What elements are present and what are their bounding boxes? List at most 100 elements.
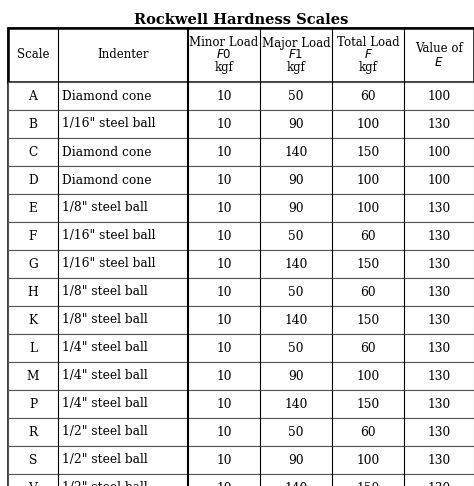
Text: 10: 10	[216, 229, 232, 243]
Text: 10: 10	[216, 398, 232, 411]
Text: 130: 130	[428, 342, 451, 354]
Bar	[8, 166, 474, 194]
Text: 60: 60	[360, 426, 376, 438]
Text: 90: 90	[288, 202, 304, 214]
Bar	[8, 306, 474, 334]
Text: 10: 10	[216, 342, 232, 354]
Text: 10: 10	[216, 202, 232, 214]
Text: 10: 10	[216, 145, 232, 158]
Bar	[8, 194, 474, 222]
Text: 130: 130	[428, 369, 451, 382]
Text: L: L	[29, 342, 37, 354]
Text: 130: 130	[428, 398, 451, 411]
Text: $F$: $F$	[364, 49, 373, 62]
Text: Major Load: Major Load	[262, 36, 330, 50]
Text: 1/16" steel ball: 1/16" steel ball	[62, 258, 155, 271]
Text: E: E	[28, 202, 37, 214]
Text: 140: 140	[284, 313, 308, 327]
Bar	[8, 446, 474, 474]
Text: 60: 60	[360, 89, 376, 103]
Text: 150: 150	[356, 145, 380, 158]
Text: 1/4" steel ball: 1/4" steel ball	[62, 342, 148, 354]
Text: 140: 140	[284, 398, 308, 411]
Text: 130: 130	[428, 426, 451, 438]
Text: 150: 150	[356, 313, 380, 327]
Text: F: F	[29, 229, 37, 243]
Bar	[8, 278, 474, 306]
Text: 1/4" steel ball: 1/4" steel ball	[62, 369, 148, 382]
Text: 100: 100	[356, 118, 380, 131]
Text: G: G	[28, 258, 38, 271]
Text: 10: 10	[216, 285, 232, 298]
Text: $F0$: $F0$	[216, 49, 232, 62]
Text: 100: 100	[428, 145, 451, 158]
Text: 90: 90	[288, 369, 304, 382]
Text: 10: 10	[216, 313, 232, 327]
Text: kgf: kgf	[358, 60, 377, 73]
Text: 100: 100	[428, 174, 451, 187]
Text: 10: 10	[216, 89, 232, 103]
Text: 50: 50	[288, 229, 304, 243]
Text: 150: 150	[356, 482, 380, 486]
Bar	[8, 334, 474, 362]
Text: 130: 130	[428, 313, 451, 327]
Text: 140: 140	[284, 145, 308, 158]
Text: 50: 50	[288, 426, 304, 438]
Text: P: P	[29, 398, 37, 411]
Text: 100: 100	[356, 174, 380, 187]
Text: K: K	[28, 313, 37, 327]
Text: 100: 100	[356, 453, 380, 467]
Text: 50: 50	[288, 285, 304, 298]
Text: 90: 90	[288, 453, 304, 467]
Text: 10: 10	[216, 369, 232, 382]
Text: 150: 150	[356, 258, 380, 271]
Text: D: D	[28, 174, 38, 187]
Text: V: V	[28, 482, 37, 486]
Text: 130: 130	[428, 118, 451, 131]
Text: S: S	[29, 453, 37, 467]
Text: 1/8" steel ball: 1/8" steel ball	[62, 285, 148, 298]
Text: $F1$: $F1$	[289, 49, 303, 62]
Text: Rockwell Hardness Scales: Rockwell Hardness Scales	[134, 13, 348, 27]
Text: 1/8" steel ball: 1/8" steel ball	[62, 313, 148, 327]
Text: 1/16" steel ball: 1/16" steel ball	[62, 229, 155, 243]
Text: 50: 50	[288, 342, 304, 354]
Text: 10: 10	[216, 174, 232, 187]
Bar	[8, 250, 474, 278]
Text: 10: 10	[216, 482, 232, 486]
Text: H: H	[27, 285, 38, 298]
Text: Diamond cone: Diamond cone	[62, 145, 152, 158]
Text: 50: 50	[288, 89, 304, 103]
Text: A: A	[28, 89, 37, 103]
Text: kgf: kgf	[215, 60, 233, 73]
Bar	[8, 82, 474, 110]
Text: 130: 130	[428, 229, 451, 243]
Bar	[8, 110, 474, 138]
Text: 130: 130	[428, 258, 451, 271]
Text: 1/2" steel ball: 1/2" steel ball	[62, 426, 148, 438]
Text: 10: 10	[216, 453, 232, 467]
Text: 130: 130	[428, 285, 451, 298]
Text: R: R	[28, 426, 37, 438]
Text: 1/4" steel ball: 1/4" steel ball	[62, 398, 148, 411]
Text: 130: 130	[428, 482, 451, 486]
Bar	[8, 138, 474, 166]
Text: 100: 100	[356, 369, 380, 382]
Text: Value of: Value of	[415, 42, 463, 55]
Text: 90: 90	[288, 174, 304, 187]
Text: Scale: Scale	[17, 49, 49, 62]
Text: Indenter: Indenter	[97, 49, 149, 62]
Text: Total Load: Total Load	[337, 36, 399, 50]
Text: 10: 10	[216, 258, 232, 271]
Bar	[8, 418, 474, 446]
Bar	[8, 222, 474, 250]
Text: 1/2" steel ball: 1/2" steel ball	[62, 453, 148, 467]
Text: 140: 140	[284, 482, 308, 486]
Bar	[8, 390, 474, 418]
Text: 1/2" steel ball: 1/2" steel ball	[62, 482, 148, 486]
Text: 60: 60	[360, 342, 376, 354]
Text: kgf: kgf	[287, 60, 305, 73]
Text: 1/16" steel ball: 1/16" steel ball	[62, 118, 155, 131]
Text: 60: 60	[360, 285, 376, 298]
Text: Minor Load: Minor Load	[190, 36, 259, 50]
